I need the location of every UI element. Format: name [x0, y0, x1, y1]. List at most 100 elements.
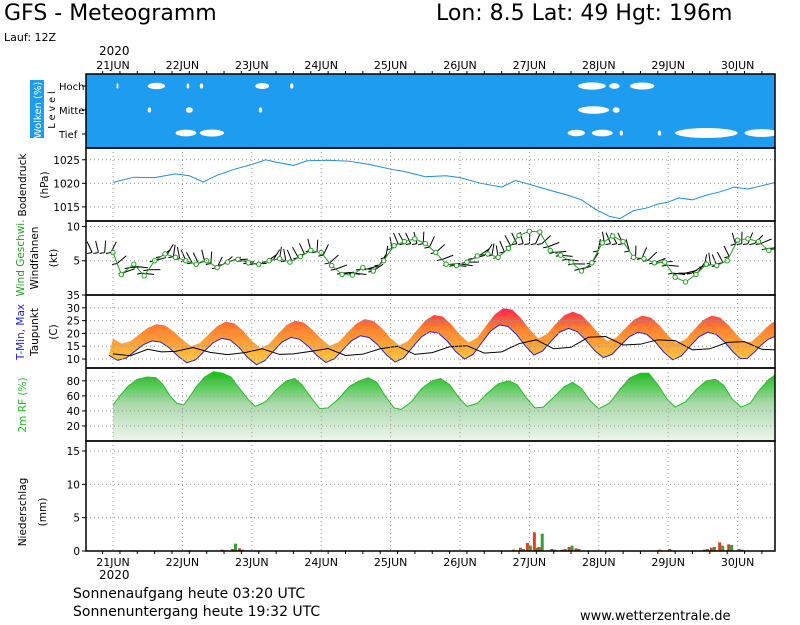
wind-barb	[441, 254, 454, 260]
precip-bar-large	[535, 547, 539, 551]
wind-barb-flag	[561, 258, 567, 261]
cloud-mittel	[612, 107, 620, 113]
precip-bar-conv	[574, 548, 578, 551]
wind-barb	[731, 232, 736, 245]
axes-layer: 21JUN 21JUN 22JUN 22JUN 23JUN 23JUN 24JUN 24JUN…	[15, 59, 776, 569]
panel-frame-press	[85, 147, 776, 222]
wind-speed-point	[380, 258, 387, 264]
wind-barb-flag	[549, 251, 555, 254]
wind-barb	[176, 246, 181, 259]
precip-bar-conv	[567, 547, 571, 551]
cloud-level-label: Tief	[58, 130, 78, 141]
wind-speed-point	[141, 273, 147, 279]
cloud-tief	[657, 130, 662, 136]
wind-barb	[479, 248, 490, 256]
dewpoint-line	[112, 335, 775, 357]
temp-ylabel: T-Min, Max	[15, 304, 27, 361]
wind-barb	[511, 232, 518, 244]
precip-bar-large	[521, 549, 525, 551]
wind-barb	[192, 252, 199, 264]
wind-speed-point	[662, 259, 668, 265]
wind-barb-flag	[574, 268, 580, 271]
wind-barb-flag	[543, 246, 549, 249]
wind-speed-point	[589, 260, 595, 266]
wind-barb-flag	[780, 251, 785, 252]
temp-unit: (C)	[48, 324, 60, 340]
cloud-mittel	[147, 107, 152, 113]
wind-barb-flag	[674, 272, 680, 275]
wind-speed-point	[682, 279, 689, 285]
y-tick-label: 60	[67, 391, 80, 403]
x-label-top: 22JUN	[166, 59, 200, 72]
wind-barb	[283, 248, 287, 261]
x-label-bottom: 28JUN	[582, 556, 616, 569]
wind-barb	[322, 244, 329, 256]
y-tick-label: 20	[67, 421, 80, 433]
wind-barb-flag	[624, 250, 630, 253]
wind-speed-point	[412, 236, 418, 242]
cloud-level-label: Mittel	[59, 106, 87, 117]
wind-barbs-ylabel: Windfahnen	[29, 227, 41, 290]
precip-bar-large	[705, 549, 709, 551]
cloud-tief	[619, 130, 624, 136]
cloud-tief	[175, 129, 197, 137]
wind-speed-point	[308, 247, 314, 254]
precip-bar-conv	[537, 547, 541, 551]
y-tick-label: 1020	[53, 178, 80, 190]
wind-barb-flag	[105, 252, 112, 255]
wind-speed-point	[495, 254, 501, 261]
sunset-text: Sonnenuntergang heute 19:32 UTC	[73, 604, 321, 620]
wind-barb-flag	[793, 262, 798, 263]
cloud-hoch	[609, 83, 620, 89]
wind-barb-flag	[518, 243, 524, 246]
wind-speed-point	[672, 274, 678, 280]
wind-barb-flag	[386, 248, 393, 251]
y-tick-label: 35	[67, 290, 80, 302]
x-label-bottom: 27JUN	[513, 556, 547, 569]
cloud-hoch	[199, 83, 204, 89]
wind-barb-flag	[99, 252, 105, 255]
precip-bar-conv	[550, 549, 554, 551]
cloud-hoch	[186, 83, 190, 89]
wind-barb-flag	[749, 243, 755, 246]
wind-speed-point	[537, 229, 543, 235]
cloud-tief	[744, 129, 775, 137]
cloud-level-label: Hoch	[59, 82, 84, 93]
y-tick-label: 10	[67, 479, 80, 491]
wind-barb-flag	[611, 243, 617, 246]
precip-bar-conv	[668, 549, 672, 551]
wind-speed-point	[724, 258, 730, 264]
wind-speed-point	[620, 238, 626, 245]
precip-bar-large	[721, 545, 725, 551]
source-link[interactable]: www.wetterzentrale.de	[580, 609, 731, 624]
cloud-hoch	[147, 82, 166, 90]
wind-barb	[597, 238, 601, 251]
wind-barb	[366, 265, 379, 270]
x-label-top: 24JUN	[304, 59, 338, 72]
wind-barb-flag	[593, 250, 599, 253]
wind-speed-point	[630, 254, 637, 261]
cloud-hoch	[255, 82, 270, 90]
precip-bar-large	[712, 547, 716, 551]
wind-speed-point	[183, 258, 189, 264]
x-label-top: 21JUN	[96, 59, 130, 72]
pressure-line	[112, 159, 775, 220]
y-tick-label: 5	[73, 256, 80, 268]
x-label-top: 29JUN	[651, 59, 685, 72]
cloud-hoch	[116, 83, 119, 89]
y-tick-label: 5	[73, 513, 80, 525]
wind-barb-flag	[736, 243, 742, 246]
wind-barb	[86, 241, 93, 253]
precip-unit: (mm)	[37, 498, 49, 527]
y-tick-label: 0	[73, 546, 80, 558]
wind-barb	[272, 249, 281, 261]
wind-barb-flag	[530, 243, 536, 246]
wind-barb-flag	[411, 243, 418, 246]
wind-barb	[172, 244, 176, 257]
x-label-top: 27JUN	[513, 59, 547, 72]
wind-barb	[666, 264, 679, 267]
pressure-ylabel: Bodendruck	[17, 153, 29, 217]
precip-bar-conv	[709, 547, 713, 551]
wind-barb-flag	[143, 269, 149, 272]
cloud-ylabel: Wolken (%)	[33, 82, 44, 139]
